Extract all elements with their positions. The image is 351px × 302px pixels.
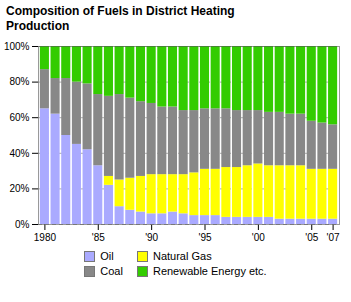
svg-text:40%: 40% [9, 148, 29, 159]
html-text:Natural Gas: Natural Gas [152, 250, 212, 262]
svg-text:'85: '85 [92, 232, 105, 243]
svg-text:'05: '05 [305, 232, 318, 243]
svg-text:80%: 80% [9, 76, 29, 87]
svg-text:'90: '90 [145, 232, 158, 243]
html-text:Coal: Coal [100, 265, 123, 277]
html-text:Oil: Oil [100, 250, 114, 262]
html-text:Renewable Energy etc.: Renewable Energy etc. [152, 265, 267, 277]
svg-text:20%: 20% [9, 183, 29, 194]
svg-text:'95: '95 [198, 232, 211, 243]
svg-text:0%: 0% [15, 219, 30, 230]
svg-text:'00: '00 [252, 232, 265, 243]
svg-text:1980: 1980 [34, 232, 57, 243]
svg-text:100%: 100% [4, 41, 30, 52]
svg-text:60%: 60% [9, 112, 29, 123]
html-text:Composition of Fuels in Distri: Composition of Fuels in District Heating… [6, 4, 235, 33]
svg-text:'07: '07 [327, 232, 340, 243]
